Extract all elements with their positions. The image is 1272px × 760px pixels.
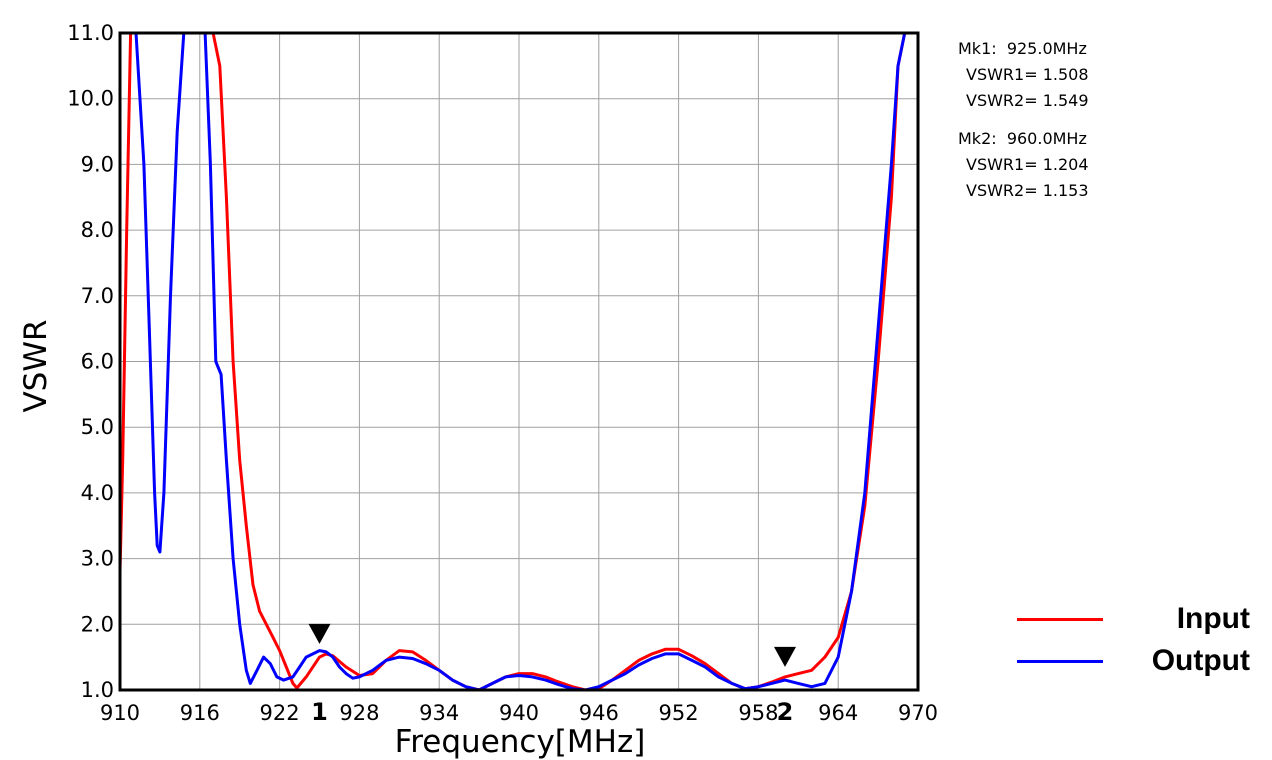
y-tick-label: 5.0 — [81, 415, 114, 439]
x-tick-label: 910 — [100, 701, 140, 725]
legend-label-output: Output — [1151, 644, 1250, 677]
legend-swatch-output — [1017, 660, 1103, 663]
x-tick-label: 916 — [180, 701, 220, 725]
legend-label-input: Input — [1176, 602, 1250, 635]
y-tick-label: 7.0 — [81, 284, 114, 308]
marker-1-vswr2: VSWR2= 1.549 — [966, 91, 1089, 110]
marker-readout: Mk1: 925.0MHz VSWR1= 1.508 VSWR2= 1.549 … — [958, 36, 1089, 216]
legend-item-input: Input — [1015, 600, 1260, 642]
plot-border — [118, 31, 920, 692]
plot-frame — [118, 31, 920, 692]
x-tick-label: 970 — [898, 701, 938, 725]
y-tick-label: 2.0 — [81, 612, 114, 636]
marker-2-title: Mk2: 960.0MHz — [958, 129, 1087, 148]
x-tick-label: 940 — [499, 701, 539, 725]
y-tick-label: 3.0 — [81, 547, 114, 571]
y-tick-label: 6.0 — [81, 350, 114, 374]
legend: Input Output — [1015, 600, 1260, 684]
y-tick-label: 1.0 — [81, 678, 114, 702]
x-tick-label: 934 — [419, 701, 459, 725]
x-tick-label: 922 — [260, 701, 300, 725]
y-tick-label: 11.0 — [67, 21, 114, 45]
y-tick-label: 10.0 — [67, 87, 114, 111]
legend-item-output: Output — [1015, 642, 1260, 684]
y-axis-title: VSWR — [18, 319, 54, 412]
y-tick-label: 9.0 — [81, 152, 114, 176]
marker-1-vswr1: VSWR1= 1.508 — [966, 65, 1089, 84]
x-tick-label: 928 — [339, 701, 379, 725]
y-tick-label: 4.0 — [81, 481, 114, 505]
x-tick-label: 964 — [818, 701, 858, 725]
tick-labels: 910 916 922 928 934 940 946 952 958 964 970 1.0 2.0 3… — [67, 21, 938, 725]
marker-2-label: 2 — [777, 698, 794, 726]
marker-2-readout: Mk2: 960.0MHz VSWR1= 1.204 VSWR2= 1.153 — [958, 126, 1089, 204]
x-tick-label: 952 — [659, 701, 699, 725]
marker-2-triangle — [774, 646, 796, 667]
marker-1-triangle — [308, 623, 331, 644]
x-axis-title: Frequency[MHz] — [395, 724, 646, 760]
marker-1-title: Mk1: 925.0MHz — [958, 39, 1087, 58]
grid — [119, 32, 919, 691]
legend-swatch-input — [1017, 618, 1103, 621]
marker-2-vswr1: VSWR1= 1.204 — [966, 155, 1089, 174]
series-line-output — [120, 31, 920, 692]
x-tick-label: 958 — [738, 701, 778, 725]
y-tick-label: 8.0 — [81, 218, 114, 242]
marker-1-label: 1 — [311, 698, 328, 726]
series-group — [118, 31, 920, 692]
x-tick-label: 946 — [579, 701, 619, 725]
marker-2-vswr2: VSWR2= 1.153 — [966, 181, 1089, 200]
marker-1-readout: Mk1: 925.0MHz VSWR1= 1.508 VSWR2= 1.549 — [958, 36, 1089, 114]
